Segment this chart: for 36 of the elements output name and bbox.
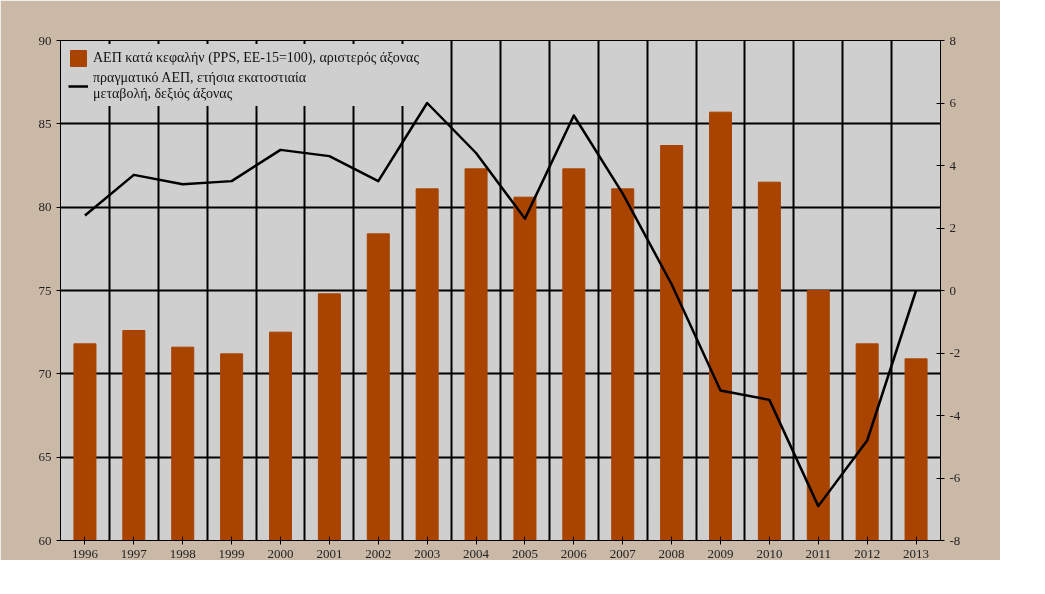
y2-tick-label: 2 [949, 220, 956, 235]
x-tick-label: 2011 [805, 545, 832, 561]
x-tick-label: 2010 [756, 545, 783, 561]
x-tick-label: 2006 [560, 545, 588, 561]
y2-tick-label: -4 [949, 407, 961, 423]
y-tick-label: 60 [38, 532, 52, 548]
x-tick-label: 2000 [267, 545, 294, 561]
y2-tick-label: 8 [949, 32, 956, 48]
x-tick-label: 2009 [707, 545, 734, 561]
y2-tick-label: 6 [949, 95, 957, 110]
x-tick-label: 2012 [854, 545, 881, 561]
y-tick-label: 80 [38, 199, 52, 215]
y2-tick-label: 0 [949, 282, 956, 298]
y2-tick-label: -2 [949, 345, 961, 360]
x-tick-label: 1997 [120, 545, 148, 561]
x-tick-label: 1996 [71, 545, 99, 561]
y-tick-label: 85 [38, 115, 52, 131]
legend-label: ΑΕΠ κατά κεφαλήν (PPS, ΕΕ-15=100), αριστερός άξονας [93, 50, 419, 66]
y2-tick-label: -8 [949, 532, 961, 548]
x-tick-label: 2013 [903, 545, 930, 561]
x-tick-label: 2001 [316, 545, 343, 561]
y-tick-label: 70 [38, 365, 52, 381]
x-tick-label: 1998 [169, 545, 196, 561]
legend-label: πραγματικό ΑΕΠ, ετήσια εκατοστιαία μεταβολή, δεξιός άξονας [93, 70, 307, 102]
x-tick-label: 1999 [218, 545, 245, 561]
x-tick-label: 2005 [511, 545, 538, 561]
x-tick-label: 2004 [463, 545, 490, 561]
y2-tick-label: 4 [949, 157, 957, 173]
x-tick-label: 2008 [658, 545, 685, 561]
x-tick-label: 2003 [414, 545, 441, 561]
y-tick-label: 90 [38, 32, 52, 48]
y-tick-label: 65 [38, 449, 52, 465]
x-tick-label: 2007 [609, 545, 637, 561]
x-tick-label: 2002 [365, 545, 392, 561]
y2-tick-label: -6 [949, 470, 961, 485]
y-tick-label: 75 [38, 282, 52, 298]
